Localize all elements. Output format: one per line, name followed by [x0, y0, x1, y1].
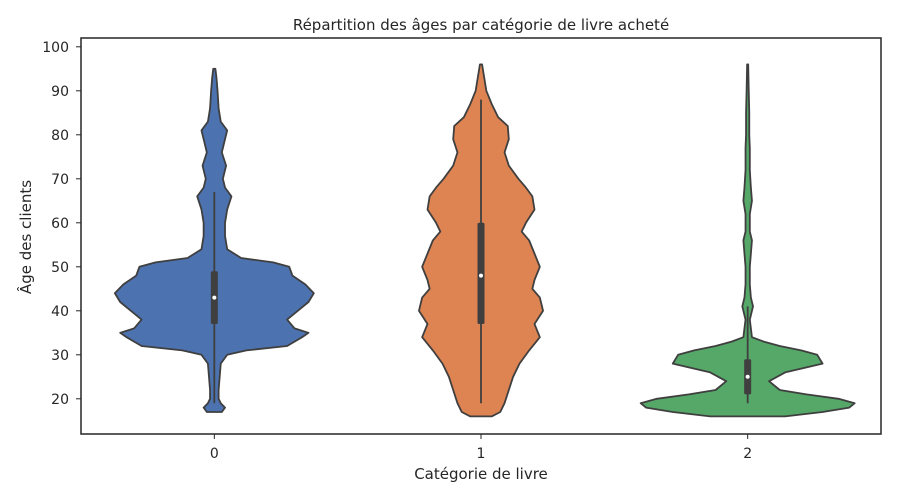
y-tick-label: 40 [51, 304, 69, 320]
violin-body-2 [639, 63, 856, 418]
y-axis-label: Âge des clients [16, 180, 35, 294]
x-tick-label: 0 [210, 446, 219, 462]
ticks-layer: 20 30 40 50 60 70 80 90 100 0 1 2 [42, 40, 752, 462]
violin-median-dot-0 [212, 295, 217, 300]
y-tick-label: 90 [51, 84, 69, 100]
violin-median-dot-1 [479, 273, 483, 278]
violins-layer [113, 63, 856, 418]
y-tick-label: 60 [51, 216, 69, 232]
plot-frame [80, 37, 882, 435]
violin-iqr-box-1 [477, 222, 485, 324]
violin-median-dot-2 [745, 374, 750, 379]
x-tick-label: 2 [743, 446, 752, 462]
x-tick-label: 1 [477, 446, 486, 462]
x-axis-label: Catégorie de livre [414, 465, 548, 483]
y-tick-label: 80 [51, 128, 69, 144]
chart-title: Répartition des âges par catégorie de li… [293, 16, 669, 34]
y-tick-label: 30 [51, 348, 69, 364]
y-tick-label: 50 [51, 260, 69, 276]
y-tick-label: 70 [51, 172, 69, 188]
y-tick-label: 100 [42, 40, 69, 56]
y-tick-label: 20 [51, 392, 69, 408]
